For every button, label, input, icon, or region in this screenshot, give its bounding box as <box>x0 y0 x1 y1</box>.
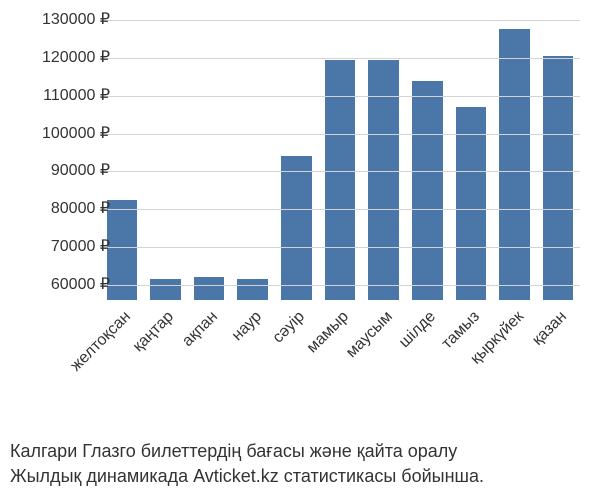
y-axis-label: 60000 ₽ <box>20 277 110 293</box>
caption-line-1: Калгари Глазго билеттердің бағасы және қ… <box>10 439 590 463</box>
caption-line-2: Жылдық динамикада Avticket.kz статистика… <box>10 464 590 488</box>
bar <box>412 81 443 300</box>
grid-line <box>100 247 580 248</box>
x-axis-label: қазан <box>529 308 571 350</box>
y-axis-label: 130000 ₽ <box>20 12 110 28</box>
grid-line <box>100 58 580 59</box>
bar <box>281 156 312 300</box>
bars-container <box>100 20 580 300</box>
x-axis-label: қаңтар <box>130 308 178 356</box>
y-axis-label: 80000 ₽ <box>20 201 110 217</box>
bar <box>543 56 574 300</box>
grid-line <box>100 134 580 135</box>
price-chart: желтоқсанқаңтарақпаннаурсәуірмамырмаусым… <box>0 0 600 500</box>
bar <box>194 277 225 300</box>
x-axis-label: желтоқсан <box>67 308 134 375</box>
x-axis-labels: желтоқсанқаңтарақпаннаурсәуірмамырмаусым… <box>100 300 580 440</box>
y-axis-label: 100000 ₽ <box>20 126 110 142</box>
bar <box>456 107 487 300</box>
y-axis-label: 110000 ₽ <box>20 88 110 104</box>
x-axis-label: шілде <box>396 308 440 352</box>
grid-line <box>100 171 580 172</box>
bar <box>499 29 530 300</box>
plot-area <box>100 20 580 300</box>
grid-line <box>100 96 580 97</box>
y-axis-label: 120000 ₽ <box>20 50 110 66</box>
x-axis-label: наур <box>228 308 265 345</box>
grid-line <box>100 20 580 21</box>
bar <box>150 279 181 300</box>
x-axis-label: сәуір <box>270 308 309 347</box>
grid-line <box>100 209 580 210</box>
y-axis-label: 70000 ₽ <box>20 239 110 255</box>
x-axis-label: маусым <box>343 308 397 362</box>
x-axis-label: ақпан <box>179 308 222 351</box>
bar <box>237 279 268 300</box>
y-axis-label: 90000 ₽ <box>20 163 110 179</box>
caption: Калгари Глазго билеттердің бағасы және қ… <box>10 439 590 488</box>
grid-line <box>100 285 580 286</box>
